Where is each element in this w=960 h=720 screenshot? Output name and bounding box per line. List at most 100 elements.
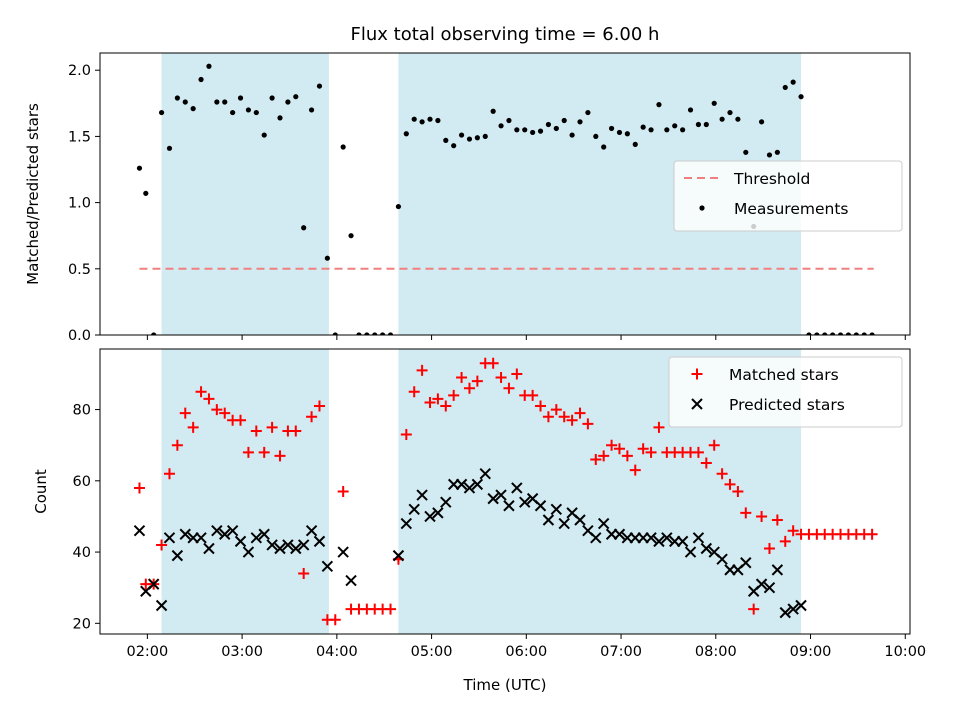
data-point: [853, 332, 859, 335]
data-point: [629, 464, 641, 476]
data-point: [242, 446, 254, 458]
data-point: [703, 121, 709, 128]
data-point: [574, 514, 586, 526]
data-point: [250, 532, 263, 544]
data-point: [235, 414, 247, 426]
data-point: [230, 109, 236, 116]
data-point: [261, 132, 267, 138]
data-point: [448, 389, 460, 401]
data-point: [182, 99, 188, 105]
data-point: [598, 450, 610, 462]
data-point: [163, 532, 176, 544]
legend-measurements-swatch: [699, 205, 705, 211]
data-point: [766, 152, 773, 158]
data-point: [566, 414, 578, 426]
data-point: [266, 421, 278, 433]
data-point: [550, 404, 562, 416]
data-point: [771, 514, 783, 526]
data-point: [171, 549, 184, 562]
data-point: [305, 524, 318, 537]
data-point: [487, 357, 499, 369]
data-point: [155, 599, 168, 612]
data-point: [222, 99, 228, 105]
data-point: [198, 76, 204, 83]
data-point: [266, 539, 278, 551]
data-point: [474, 135, 480, 141]
data-point: [837, 332, 844, 335]
data-point: [601, 144, 607, 150]
data-point: [290, 425, 302, 437]
data-point: [408, 503, 420, 516]
data-point: [163, 468, 175, 480]
data-point: [274, 450, 286, 462]
data-point: [487, 492, 499, 505]
data-point: [522, 127, 528, 133]
data-point: [400, 429, 412, 440]
data-point: [550, 503, 563, 516]
data-point: [553, 125, 559, 132]
data-point: [293, 94, 299, 100]
data-point: [653, 535, 665, 548]
data-point: [740, 507, 752, 519]
data-point: [695, 121, 702, 128]
data-point: [364, 332, 370, 335]
data-point: [237, 95, 244, 101]
data-point: [136, 165, 143, 171]
data-point: [621, 450, 633, 462]
data-point: [466, 136, 473, 142]
data-point: [590, 532, 602, 544]
data-point: [203, 393, 215, 405]
data-point: [716, 553, 728, 565]
data-point: [590, 453, 602, 465]
data-point: [672, 123, 678, 129]
x-tick-label: 09:00: [790, 644, 832, 660]
data-point: [735, 116, 741, 122]
data-point: [537, 128, 544, 134]
data-point: [250, 425, 262, 437]
data-point: [692, 446, 704, 458]
data-point: [645, 446, 657, 458]
data-point: [337, 546, 349, 558]
data-point: [606, 439, 618, 451]
data-point: [585, 109, 591, 116]
data-point: [285, 99, 291, 105]
data-point: [684, 546, 697, 558]
data-point: [861, 332, 867, 335]
y-tick-label: 1.5: [68, 129, 91, 145]
data-point: [719, 116, 725, 122]
legend-box: [673, 160, 903, 232]
data-point: [206, 63, 212, 69]
data-point: [700, 542, 713, 555]
legend-predicted-swatch: [691, 398, 703, 410]
data-point: [282, 539, 294, 551]
data-point: [424, 396, 436, 408]
data-point: [416, 364, 428, 376]
data-point: [440, 496, 452, 508]
data-point: [582, 418, 594, 430]
data-point: [329, 614, 341, 626]
y-tick-label: 60: [73, 474, 91, 490]
data-point: [624, 131, 630, 137]
data-point: [597, 517, 610, 530]
data-point: [716, 468, 728, 480]
data-point: [340, 144, 346, 150]
data-point: [790, 79, 796, 85]
series-matched-stars: [133, 357, 878, 626]
legend: Threshold Measurements: [673, 160, 903, 232]
data-point: [542, 411, 554, 423]
data-point: [561, 117, 567, 124]
data-point: [534, 500, 547, 512]
data-point: [490, 108, 496, 114]
data-point: [337, 486, 349, 497]
data-point: [133, 524, 146, 537]
data-point: [653, 421, 665, 433]
data-point: [219, 407, 231, 419]
data-point: [432, 507, 444, 519]
y-axis-label: Matched/Predicted stars: [24, 103, 42, 285]
data-point: [577, 119, 583, 125]
x-tick-label: 05:00: [411, 644, 453, 660]
data-point: [711, 100, 717, 106]
y-tick-label: 20: [73, 616, 91, 632]
data-point: [380, 332, 386, 335]
data-point: [771, 564, 784, 576]
